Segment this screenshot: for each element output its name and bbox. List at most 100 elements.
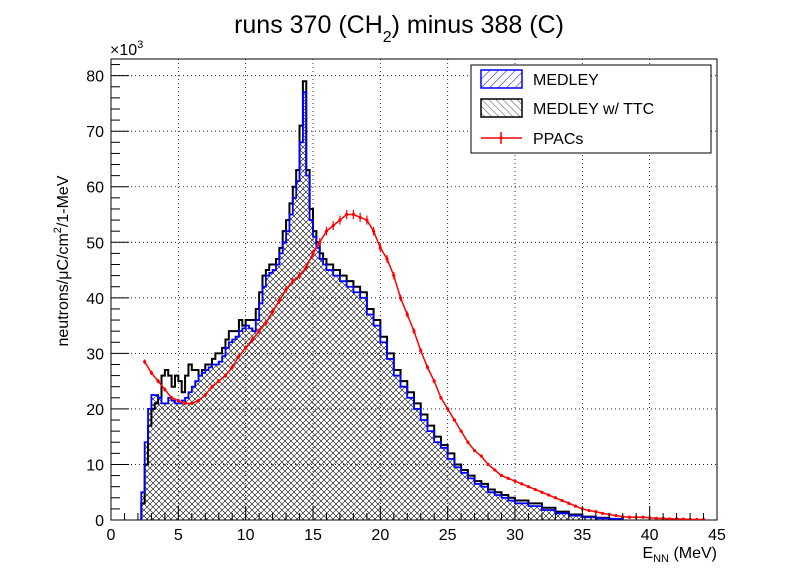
ppacs-point	[547, 493, 551, 497]
x-axis: 0 5 10 15 20 25 30 35 40 45	[107, 506, 726, 544]
y-tick-label: 80	[86, 69, 104, 86]
ppacs-point	[250, 337, 254, 342]
ppacs-point	[668, 517, 672, 520]
y-tick-label: 0	[95, 513, 104, 530]
x-tick-label: 45	[708, 527, 726, 544]
ppacs-point	[574, 504, 578, 508]
legend-entry-ppacs: PPACs	[481, 131, 583, 148]
y-tick-label: 60	[86, 180, 104, 197]
legend: MEDLEY MEDLEY w/ TTC PPACs	[470, 64, 712, 154]
ppacs-point	[324, 229, 329, 233]
x-tick-label: 5	[174, 527, 183, 544]
ppacs-point	[614, 513, 618, 518]
y-axis-label: neutrons/μC/cm2/1-MeV	[52, 175, 72, 346]
ppacs-point	[244, 346, 248, 350]
ppacs-point	[217, 379, 221, 383]
ppacs-point	[600, 511, 605, 515]
ppacs-point	[318, 240, 322, 244]
legend-swatch-ppacs-marker	[499, 136, 503, 140]
ppacs-point	[372, 229, 376, 233]
ppacs-point	[533, 487, 537, 492]
ppacs-point	[351, 212, 355, 217]
ppacs-point	[210, 385, 214, 389]
y-tick-label: 40	[86, 291, 104, 308]
x-tick-label: 25	[439, 527, 457, 544]
y-tick-label: 50	[86, 235, 104, 252]
ppacs-point	[466, 440, 470, 444]
x-tick-label: 30	[506, 527, 524, 544]
ppacs-point	[513, 479, 517, 483]
legend-entry-medley-ttc: MEDLEY w/ TTC	[480, 98, 654, 118]
x-tick-label: 15	[304, 527, 322, 544]
ppacs-point	[284, 287, 288, 292]
x-tick-label: 10	[237, 527, 255, 544]
ppacs-point	[587, 508, 591, 513]
ppacs-point	[506, 476, 510, 480]
series-medley-fill	[141, 92, 623, 520]
ppacs-point	[163, 387, 167, 392]
ppacs-point	[365, 218, 369, 222]
ppacs-point	[196, 398, 201, 403]
ppacs-point	[695, 517, 699, 520]
ppacs-point	[237, 354, 241, 358]
series-layer	[140, 80, 706, 520]
ppacs-point	[493, 468, 497, 472]
series-medley-ttc-line	[140, 80, 624, 520]
y-tick-label: 10	[86, 457, 104, 474]
legend-label-medley: MEDLEY	[533, 72, 599, 89]
ppacs-point	[378, 246, 382, 250]
y-axis: 0 10 20 30 40 50 60 70 80	[86, 64, 129, 530]
ppacs-point	[304, 265, 308, 269]
ppacs-point	[654, 516, 659, 520]
ppacs-point	[439, 396, 443, 400]
ppacs-point	[203, 393, 207, 397]
ppacs-point	[230, 365, 234, 369]
ppacs-point	[156, 379, 160, 383]
ppacs-point	[257, 329, 261, 333]
ppacs-point	[176, 398, 180, 403]
ppacs-point	[291, 279, 295, 283]
ppacs-point	[452, 418, 456, 422]
legend-label-ppacs: PPACs	[533, 131, 583, 148]
ppacs-point	[681, 517, 685, 520]
ppacs-point	[358, 215, 362, 219]
x-tick-label: 20	[371, 527, 389, 544]
ppacs-point	[412, 329, 416, 333]
y-tick-label: 70	[86, 124, 104, 141]
legend-entry-medley: MEDLEY	[480, 69, 599, 89]
chart-title: runs 370 (CH2) minus 388 (C)	[234, 11, 564, 46]
ppacs-point	[183, 401, 187, 405]
ppacs-point	[627, 515, 632, 519]
ppacs-point	[392, 274, 396, 278]
ppacs-point	[190, 401, 194, 405]
ppacs-point	[277, 299, 281, 303]
ppacs-point	[271, 310, 275, 314]
ppacs-point	[311, 251, 315, 255]
ppacs-point	[520, 482, 524, 486]
ppacs-point	[479, 454, 483, 458]
ppacs-point	[331, 224, 335, 228]
ppacs-point	[553, 496, 558, 500]
legend-swatch-medley-ttc	[480, 98, 523, 118]
ppacs-point	[446, 407, 450, 411]
ppacs-point	[398, 296, 403, 300]
legend-swatch-medley	[480, 69, 523, 89]
ppacs-point	[425, 365, 430, 369]
ppacs-point	[149, 371, 153, 375]
ppacs-point	[459, 429, 463, 433]
ppacs-point	[405, 312, 409, 317]
ppacs-point	[345, 212, 349, 217]
ppacs-point	[143, 360, 147, 364]
ppacs-point	[170, 396, 174, 400]
x-tick-label: 40	[641, 527, 659, 544]
x-tick-label: 0	[107, 527, 116, 544]
ppacs-point	[338, 218, 342, 222]
ppacs-point	[419, 348, 423, 353]
ppacs-point	[641, 515, 645, 519]
x-tick-label: 35	[573, 527, 591, 544]
ppacs-point	[567, 501, 571, 505]
ppacs-point	[385, 257, 389, 261]
ppacs-point	[432, 379, 436, 383]
legend-label-medley-ttc: MEDLEY w/ TTC	[533, 101, 654, 118]
